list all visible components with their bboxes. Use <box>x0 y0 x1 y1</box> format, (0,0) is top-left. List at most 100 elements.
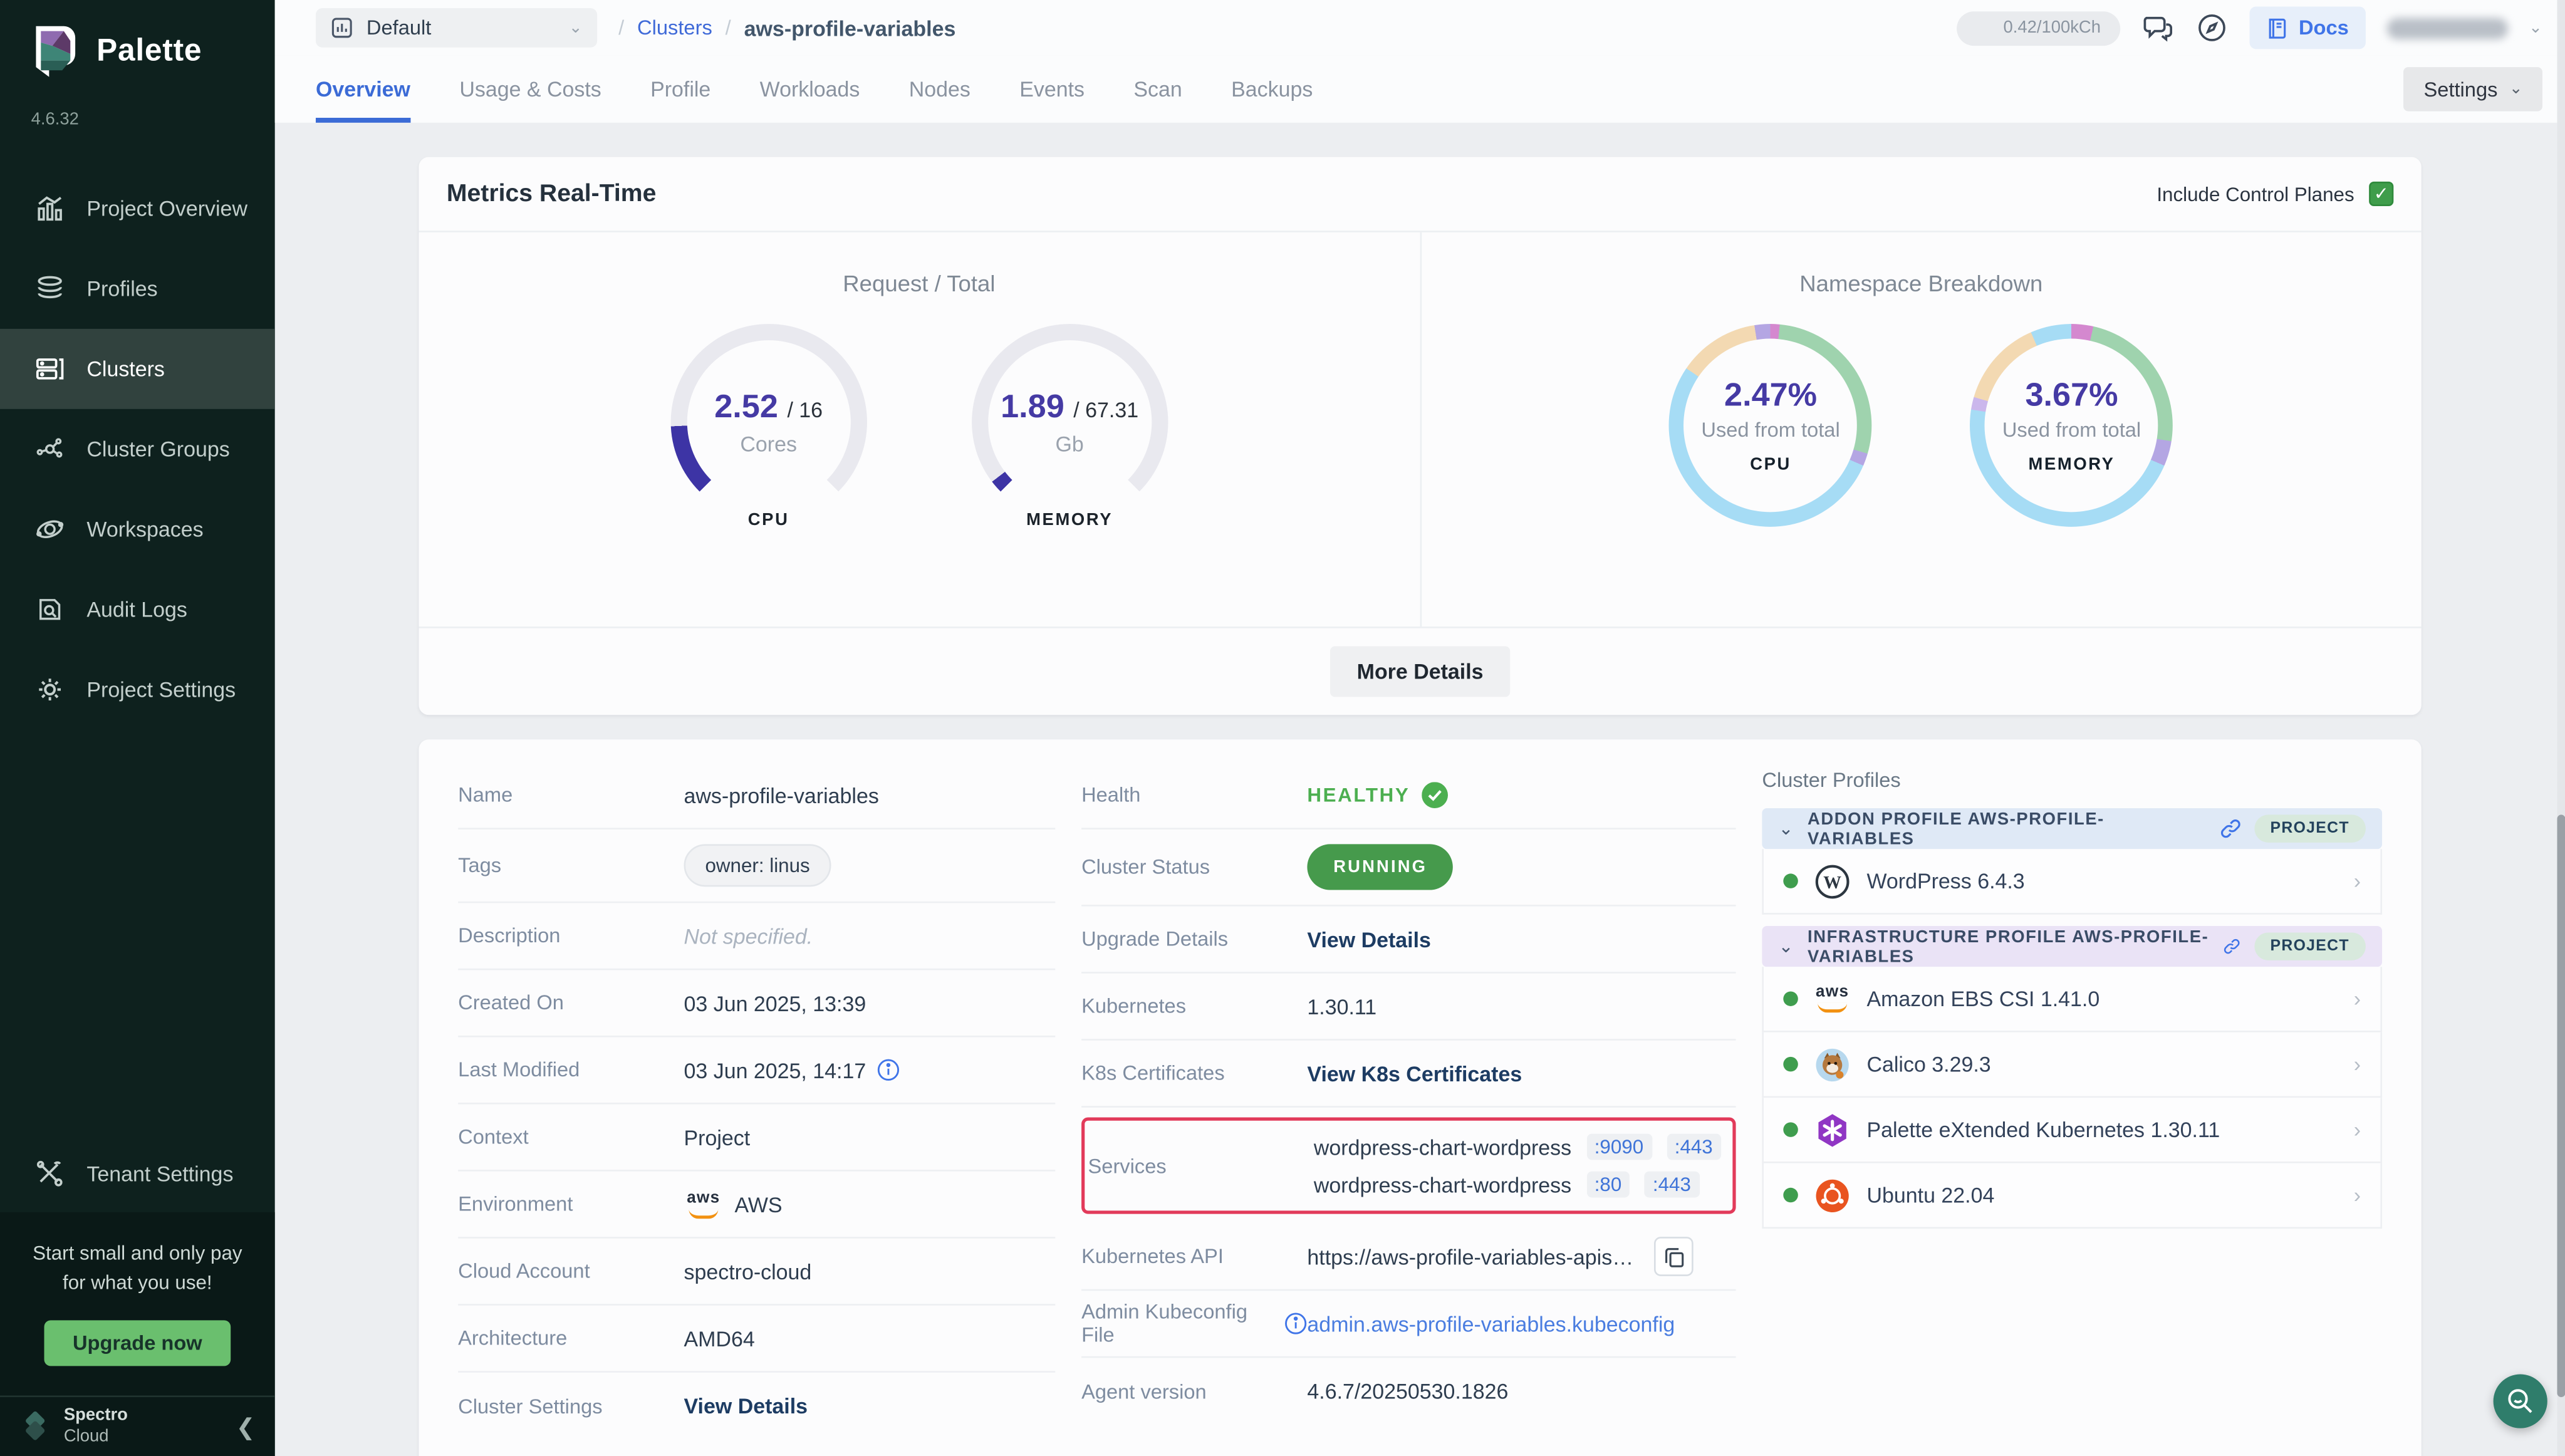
top-bar: Default ⌄ / Clusters / aws-profile-varia… <box>275 0 2565 56</box>
docs-button[interactable]: Docs <box>2250 6 2365 49</box>
view-k8s-certificates-link[interactable]: View K8s Certificates <box>1307 1061 1522 1085</box>
profile-section-title: ADDON PROFILE AWS-PROFILE-VARIABLES <box>1808 809 2207 848</box>
request-total-gauges: 2.52 / 16 Cores CPU <box>419 324 1419 530</box>
detail-row-admin-kubeconfig: Admin Kubeconfig File admin.aws-profile-… <box>1081 1291 1736 1358</box>
cluster-status-badge: RUNNING <box>1307 844 1453 890</box>
profile-row-calico[interactable]: Calico 3.29.3 › <box>1762 1032 2382 1098</box>
chevron-down-icon: ⌄ <box>569 19 583 37</box>
detail-label: Upgrade Details <box>1081 928 1307 951</box>
scrollbar-track[interactable] <box>2557 0 2565 1456</box>
user-name-redacted[interactable] <box>2386 17 2507 38</box>
status-dot <box>1783 991 1798 1006</box>
promo-text: Start small and only pay for what you us… <box>16 1238 258 1299</box>
sidebar-item-project-settings[interactable]: Project Settings <box>0 650 275 730</box>
sidebar-collapse-icon[interactable]: ❮ <box>236 1413 256 1440</box>
sidebar-item-audit-logs[interactable]: Audit Logs <box>0 569 275 650</box>
include-control-planes-checkbox[interactable] <box>2369 182 2393 206</box>
chevron-right-icon: › <box>2354 1052 2361 1076</box>
service-name: wordpress-chart-wordpress <box>1314 1135 1571 1159</box>
cluster-details-card: Name aws-profile-variables Tags owner: l… <box>419 739 2421 1456</box>
topbar-actions: 0.42/100kCh Do <box>1957 6 2565 49</box>
sidebar-item-cluster-groups[interactable]: Cluster Groups <box>0 409 275 489</box>
sidebar-item-project-overview[interactable]: Project Overview <box>0 169 275 249</box>
sidebar-item-workspaces[interactable]: Workspaces <box>0 489 275 569</box>
last-modified-value: 03 Jun 2025, 14:17 <box>684 1058 866 1082</box>
request-total-title: Request / Total <box>419 270 1419 296</box>
gear-icon <box>34 674 66 705</box>
sidebar-item-label: Clusters <box>86 356 165 381</box>
detail-row-last-modified: Last Modified 03 Jun 2025, 14:17 <box>458 1037 1055 1105</box>
profile-row-ubuntu[interactable]: Ubuntu 22.04 › <box>1762 1163 2382 1229</box>
sidebar-item-clusters[interactable]: Clusters <box>0 329 275 409</box>
memory-gauge: 1.89 / 67.31 Gb MEMORY <box>967 324 1173 530</box>
detail-label: Kubernetes API <box>1081 1245 1307 1268</box>
detail-label: Health <box>1081 784 1307 807</box>
copy-button[interactable] <box>1654 1237 1694 1276</box>
cpu-gauge-total: / 16 <box>787 397 823 421</box>
tag-pill: owner: linus <box>684 844 831 887</box>
health-status-value: HEALTHY <box>1307 784 1410 807</box>
upgrade-view-details-link[interactable]: View Details <box>1307 927 1431 951</box>
tab-backups[interactable]: Backups <box>1231 56 1313 123</box>
sidebar-item-tenant-settings[interactable]: Tenant Settings <box>0 1136 275 1212</box>
namespace-donuts: 2.47% Used from total CPU 3.67% <box>1421 324 2422 527</box>
project-badge: PROJECT <box>2254 814 2366 842</box>
admin-kubeconfig-link[interactable]: admin.aws-profile-variables.kubeconfig <box>1307 1311 1675 1336</box>
detail-row-kubernetes-api: Kubernetes API https://aws-profile-varia… <box>1081 1224 1736 1291</box>
feedback-chat-button[interactable] <box>2141 11 2174 44</box>
upgrade-now-button[interactable]: Upgrade now <box>45 1320 231 1366</box>
detail-label: Cluster Status <box>1081 856 1307 879</box>
profile-row-amazon-ebs-csi[interactable]: aws Amazon EBS CSI 1.41.0 › <box>1762 967 2382 1032</box>
cpu-gauge-value: 2.52 <box>714 388 778 424</box>
service-port-link[interactable]: :443 <box>1667 1134 1721 1160</box>
tab-overview[interactable]: Overview <box>316 56 410 123</box>
service-port-link[interactable]: :443 <box>1645 1172 1699 1198</box>
cluster-settings-view-details-link[interactable]: View Details <box>684 1394 808 1418</box>
chevron-right-icon: › <box>2354 987 2361 1011</box>
infrastructure-profile-header[interactable]: ⌄ INFRASTRUCTURE PROFILE AWS-PROFILE-VAR… <box>1762 926 2382 967</box>
context-value: Project <box>684 1125 751 1149</box>
detail-label: Admin Kubeconfig File <box>1081 1301 1274 1346</box>
tab-profile[interactable]: Profile <box>650 56 710 123</box>
explore-button[interactable] <box>2195 11 2228 44</box>
tab-scan[interactable]: Scan <box>1133 56 1182 123</box>
breadcrumb-current: aws-profile-variables <box>744 16 956 40</box>
chevron-right-icon: › <box>2354 869 2361 893</box>
help-search-fab[interactable] <box>2494 1374 2547 1428</box>
user-menu-chevron-icon[interactable]: ⌄ <box>2529 19 2542 37</box>
profile-row-wordpress[interactable]: W WordPress 6.4.3 › <box>1762 849 2382 914</box>
tab-nodes[interactable]: Nodes <box>909 56 970 123</box>
info-icon[interactable] <box>1284 1312 1308 1335</box>
chevron-right-icon: › <box>2354 1118 2361 1142</box>
service-port-link[interactable]: :9090 <box>1586 1134 1652 1160</box>
service-row: wordpress-chart-wordpress :80 :443 <box>1314 1172 1721 1198</box>
more-details-button[interactable]: More Details <box>1331 646 1509 697</box>
chevron-right-icon: › <box>2354 1183 2361 1207</box>
info-icon[interactable] <box>878 1059 901 1082</box>
settings-button[interactable]: Settings ⌄ <box>2404 67 2542 112</box>
breadcrumb-clusters-link[interactable]: Clusters <box>637 16 712 39</box>
tab-workloads[interactable]: Workloads <box>760 56 860 123</box>
project-selector[interactable]: Default ⌄ <box>316 8 597 48</box>
profile-row-palette-extended-kubernetes[interactable]: Palette eXtended Kubernetes 1.30.11 › <box>1762 1098 2382 1163</box>
scrollbar-thumb[interactable] <box>2557 815 2565 1398</box>
detail-row-environment: Environment aws AWS <box>458 1172 1055 1239</box>
services-annotation-box: Services wordpress-chart-wordpress :9090… <box>1081 1118 1736 1214</box>
namespace-cpu-caption: Used from total <box>1701 418 1839 441</box>
detail-row-cluster-settings: Cluster Settings View Details <box>458 1373 1055 1440</box>
addon-profile-header[interactable]: ⌄ ADDON PROFILE AWS-PROFILE-VARIABLES PR… <box>1762 808 2382 849</box>
tab-usage-costs[interactable]: Usage & Costs <box>459 56 601 123</box>
sidebar-item-profiles[interactable]: Profiles <box>0 249 275 329</box>
service-port-link[interactable]: :80 <box>1586 1172 1630 1198</box>
tab-events[interactable]: Events <box>1019 56 1085 123</box>
sidebar-nav: Project Overview Profiles Clusters <box>0 169 275 730</box>
chat-icon <box>2141 11 2174 44</box>
namespace-breakdown-title: Namespace Breakdown <box>1421 270 2422 296</box>
profile-pack-name: WordPress 6.4.3 <box>1866 869 2024 893</box>
link-icon <box>2220 818 2241 840</box>
namespace-cpu-percent: 2.47% <box>1724 377 1817 415</box>
namespace-cpu-label: CPU <box>1750 454 1791 474</box>
detail-row-cloud-account: Cloud Account spectro-cloud <box>458 1239 1055 1306</box>
chart-icon <box>34 193 66 224</box>
detail-row-agent-version: Agent version 4.6.7/20250530.1826 <box>1081 1358 1736 1425</box>
